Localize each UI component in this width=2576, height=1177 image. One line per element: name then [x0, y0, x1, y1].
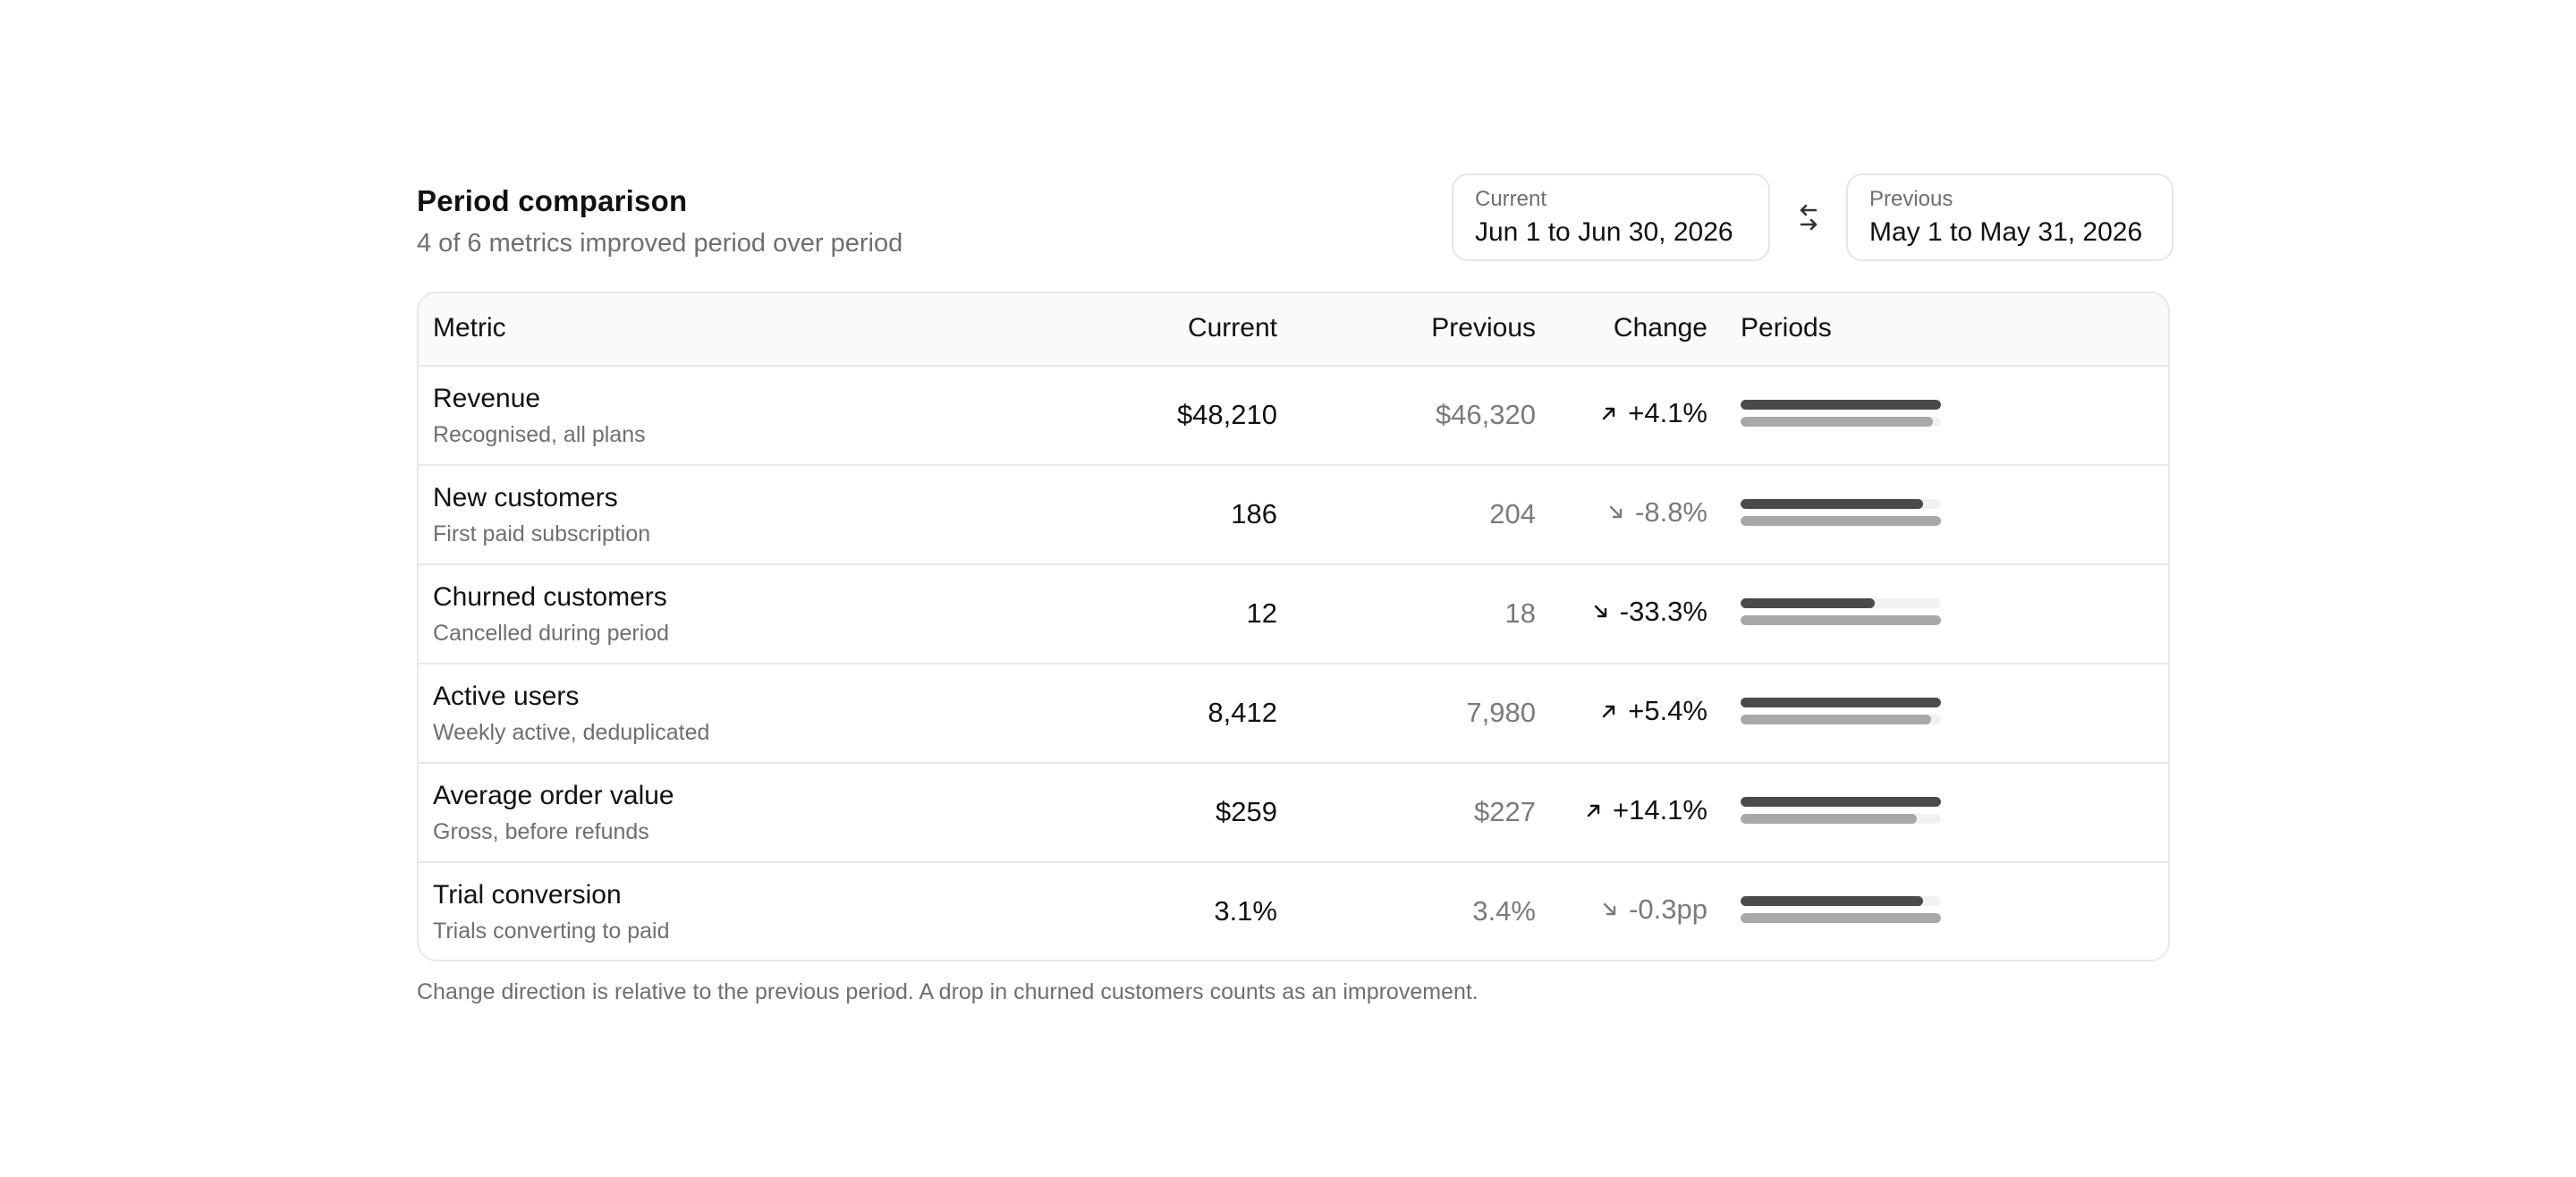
previous-period-bar-fill: [1741, 913, 1941, 923]
current-period-bar: [1741, 698, 1941, 707]
current-period-bar-fill: [1741, 499, 1923, 509]
current-period-bar: [1741, 400, 1941, 410]
change-value: +14.1%: [1584, 794, 1707, 826]
current-period-bar: [1741, 598, 1941, 608]
previous-period-label: Previous: [1869, 187, 1953, 211]
previous-period-bar: [1741, 516, 1941, 526]
previous-period-bar: [1741, 715, 1941, 724]
metric-name: Churned customers: [433, 582, 667, 612]
period-bars: [1741, 698, 1941, 724]
footnote: Change direction is relative to the prev…: [417, 979, 1479, 1004]
current-period-bar-fill: [1741, 598, 1876, 608]
table-row[interactable]: Revenue Recognised, all plans $48,210 $46,3…: [419, 367, 2168, 466]
current-period-bar-fill: [1741, 400, 1941, 410]
metric-description: Cancelled during period: [433, 621, 670, 646]
metric-name: New customers: [433, 483, 618, 512]
current-period-bar-fill: [1741, 797, 1941, 807]
metric-description: Gross, before refunds: [433, 819, 649, 844]
current-period-bar: [1741, 797, 1941, 807]
period-bars: [1741, 598, 1941, 625]
panel-header: Period comparison 4 of 6 metrics improve…: [417, 172, 2174, 263]
change-text: -33.3%: [1619, 596, 1707, 627]
column-header-change: Change: [1613, 313, 1707, 343]
previous-value: 204: [1489, 498, 1536, 529]
previous-period-value: May 1 to May 31, 2026: [1869, 217, 2143, 247]
current-period-bar-fill: [1741, 896, 1923, 906]
arrow-up-right-icon: [1599, 701, 1628, 721]
period-bars: [1741, 400, 1941, 427]
column-header-metric: Metric: [433, 313, 506, 343]
arrow-down-right-icon: [1591, 602, 1620, 622]
change-text: +5.4%: [1628, 695, 1707, 726]
previous-period-bar: [1741, 417, 1941, 427]
metric-description: First paid subscription: [433, 521, 651, 546]
previous-value: $227: [1474, 796, 1536, 827]
table-row[interactable]: Churned customers Cancelled during period…: [419, 565, 2168, 665]
metric-description: Recognised, all plans: [433, 422, 646, 447]
previous-value: 7,980: [1466, 697, 1536, 728]
previous-period-bar: [1741, 615, 1941, 625]
current-value: $48,210: [1176, 399, 1277, 430]
table-body: Revenue Recognised, all plans $48,210 $46,3…: [419, 367, 2168, 960]
previous-value: 18: [1504, 597, 1536, 629]
change-text: +4.1%: [1628, 397, 1707, 428]
table-row[interactable]: New customers First paid subscription 186 2…: [419, 466, 2168, 565]
previous-period-bar: [1741, 913, 1941, 923]
current-value: 12: [1246, 597, 1277, 629]
period-bars: [1741, 499, 1941, 526]
previous-value: 3.4%: [1472, 895, 1536, 927]
period-bars: [1741, 896, 1941, 923]
swap-arrows-icon[interactable]: [1791, 202, 1826, 234]
period-bars: [1741, 797, 1941, 824]
arrow-down-right-icon: [1600, 900, 1629, 919]
table-header: Metric Current Previous Change Periods: [419, 293, 2168, 367]
metrics-table: Metric Current Previous Change Periods R…: [417, 292, 2170, 961]
current-period-bar: [1741, 499, 1941, 509]
metric-description: Trials converting to paid: [433, 919, 670, 944]
previous-period-picker[interactable]: Previous May 1 to May 31, 2026: [1846, 174, 2174, 261]
current-value: 186: [1231, 498, 1277, 529]
previous-period-bar-fill: [1741, 615, 1941, 625]
current-value: 3.1%: [1214, 895, 1277, 927]
metric-name: Average order value: [433, 781, 674, 810]
metric-description: Weekly active, deduplicated: [433, 720, 710, 745]
current-value: 8,412: [1208, 697, 1277, 728]
previous-value: $46,320: [1435, 399, 1536, 430]
current-value: $259: [1216, 796, 1277, 827]
arrow-down-right-icon: [1606, 503, 1635, 522]
column-header-current: Current: [1187, 313, 1277, 343]
page-title: Period comparison: [417, 184, 688, 217]
page-subtitle: 4 of 6 metrics improved period over peri…: [417, 229, 903, 258]
current-period-picker[interactable]: Current Jun 1 to Jun 30, 2026: [1452, 174, 1770, 261]
arrow-up-right-icon: [1584, 800, 1613, 820]
metric-name: Active users: [433, 682, 580, 711]
change-value: -33.3%: [1591, 596, 1707, 628]
current-period-bar-fill: [1741, 698, 1941, 707]
column-header-periods: Periods: [1741, 313, 1832, 343]
table-row[interactable]: Average order value Gross, before refunds…: [419, 764, 2168, 863]
previous-period-bar-fill: [1741, 417, 1934, 427]
previous-period-bar-fill: [1741, 814, 1918, 824]
change-value: +5.4%: [1599, 695, 1707, 727]
metric-name: Revenue: [433, 384, 541, 413]
table-row[interactable]: Active users Weekly active, deduplicated 8…: [419, 665, 2168, 764]
change-value: -0.3pp: [1600, 893, 1707, 926]
period-comparison-panel: Period comparison 4 of 6 metrics improve…: [417, 172, 2174, 1004]
change-value: +4.1%: [1599, 397, 1707, 429]
table-row[interactable]: Trial conversion Trials converting to pai…: [419, 863, 2168, 960]
metric-name: Trial conversion: [433, 880, 622, 910]
previous-period-bar: [1741, 814, 1941, 824]
arrow-up-right-icon: [1599, 403, 1628, 423]
change-text: -0.3pp: [1629, 893, 1707, 925]
current-period-value: Jun 1 to Jun 30, 2026: [1475, 217, 1733, 247]
column-header-previous: Previous: [1431, 313, 1536, 343]
current-period-label: Current: [1475, 187, 1547, 211]
previous-period-bar-fill: [1741, 715, 1931, 724]
change-text: +14.1%: [1612, 794, 1707, 826]
previous-period-bar-fill: [1741, 516, 1941, 526]
current-period-bar: [1741, 896, 1941, 906]
change-value: -8.8%: [1606, 496, 1707, 529]
change-text: -8.8%: [1635, 496, 1707, 528]
